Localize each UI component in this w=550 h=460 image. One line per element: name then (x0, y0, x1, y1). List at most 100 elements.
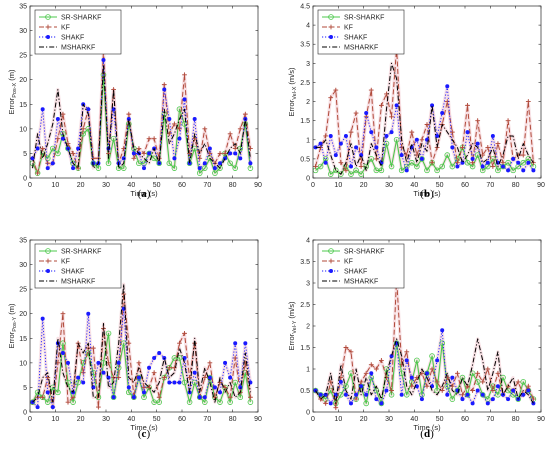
chart-a-point-kf (40, 146, 46, 151)
chart-d-point-kf (353, 396, 359, 402)
chart-c-series-line-shakf (32, 308, 251, 408)
chart-a-point-kf (232, 146, 238, 151)
chart-c-point-sr-sharkf (176, 355, 183, 361)
chart-b-point-kf (470, 160, 475, 166)
chart-b-point-shakf (328, 133, 333, 138)
chart-b-y-tick-label: 1 (306, 137, 310, 144)
chart-c-point-kf (96, 404, 101, 410)
chart-c-point-shakf (126, 385, 131, 390)
chart-c-point-kf (65, 399, 71, 405)
chart-b-y-tick-label: 3 (306, 61, 310, 68)
chart-a-x-tick-label: 20 (77, 182, 85, 189)
chart-b-point-shakf (450, 145, 455, 150)
chart-b-point-sr-sharkf (327, 171, 334, 177)
chart-b-series-line-sr-sharkf (315, 139, 534, 175)
chart-d-point-shakf (475, 388, 480, 393)
chart-c-point-sr-sharkf (186, 399, 193, 405)
chart-c-point-shakf (81, 380, 86, 385)
chart-b-point-shakf (440, 111, 445, 116)
chart-b-point-sr-sharkf (424, 167, 430, 174)
chart-b-point-sr-sharkf (510, 167, 516, 174)
chart-b-point-shakf (485, 160, 490, 165)
chart-d-point-kf (475, 370, 481, 376)
chart-d-point-sr-sharkf (327, 387, 334, 394)
chart-b-series-line-msharkf (315, 62, 534, 175)
chart-b-point-shakf (364, 111, 369, 116)
chart-a-point-kf (217, 151, 223, 156)
chart-b-legend-entry: KF (344, 25, 353, 32)
chart-d-point-shakf (521, 392, 526, 397)
chart-c-point-sr-sharkf (237, 394, 244, 401)
chart-c-point-kf (212, 394, 218, 400)
chart-c-x-tick-label: 80 (229, 416, 237, 423)
chart-d-point-kf (333, 405, 339, 411)
chart-c-point-kf (141, 385, 147, 390)
chart-b-x-tick-label: 40 (410, 182, 418, 189)
chart-d-point-shakf (460, 397, 465, 402)
chart-d-point-shakf (485, 401, 490, 406)
chart-d-point-kf (480, 379, 486, 385)
chart-c-point-kf (227, 394, 233, 400)
chart-c-point-shakf (223, 360, 228, 365)
chart-a-y-label-main: Error (7, 97, 16, 114)
chart-a-point-shakf (45, 166, 50, 171)
chart-d-y-label-unit: (m/s) (287, 301, 296, 319)
chart-d-point-sr-sharkf (429, 353, 435, 359)
chart-d-y-axis-label: ErrorVel-Y(m/s) (287, 301, 298, 350)
chart-c-point-kf (207, 360, 213, 366)
chart-a-point-shakf (121, 156, 126, 161)
chart-b-point-kf (531, 160, 536, 166)
chart-d-y-tick-label: 0.5 (300, 388, 310, 395)
chart-a-series-line-kf (32, 49, 251, 174)
chart-d-point-sr-sharkf (378, 400, 385, 407)
chart-c-point-sr-sharkf (49, 384, 56, 391)
chart-c-y-tick-label: 30 (19, 262, 27, 269)
chart-a-legend: SR-SHARKF KF SHAKF MSHARKF (34, 9, 122, 55)
chart-d-point-sr-sharkf (424, 370, 430, 377)
chart-d-point-shakf (374, 397, 379, 402)
chart-a-legend-marker (46, 35, 50, 39)
svg-text:ErrorVel-Y(m/s): ErrorVel-Y(m/s) (287, 301, 298, 350)
chart-b-point-shakf (506, 168, 511, 173)
chart-a-point-sr-sharkf (70, 160, 76, 167)
chart-b-point-sr-sharkf (398, 167, 405, 174)
chart-d-point-shakf (379, 401, 384, 406)
chart-c-y-tick-label: 0 (23, 410, 27, 417)
chart-d-point-shakf (419, 397, 424, 402)
chart-c-point-sr-sharkf (75, 379, 81, 386)
chart-a-y-label-sub: Pos-X (12, 82, 18, 97)
chart-a-y-tick-label: 20 (19, 77, 27, 84)
chart-c-legend-entry: SHAKF (61, 269, 84, 276)
chart-a-point-sr-sharkf (141, 160, 147, 167)
chart-d-point-kf (343, 345, 349, 350)
chart-b-point-sr-sharkf (449, 163, 456, 170)
chart-d-point-sr-sharkf (515, 396, 521, 402)
chart-a-y-tick-label: 5 (23, 151, 27, 158)
chart-a-point-kf (126, 111, 132, 117)
chart-b-point-kf (379, 102, 384, 108)
chart-d-legend-marker (329, 269, 333, 273)
chart-b-y-tick-label: 3.5 (300, 42, 310, 49)
chart-d-point-shakf (359, 384, 364, 389)
chart-a-point-shakf (35, 146, 40, 151)
chart-d-point-shakf (425, 371, 429, 376)
chart-a-point-shakf (30, 156, 35, 161)
chart-c-point-shakf (192, 370, 197, 375)
chart-b-point-kf (323, 133, 329, 139)
chart-a-x-tick-label: 60 (178, 182, 186, 189)
chart-c-point-kf (116, 375, 122, 380)
chart-a-point-kf (222, 151, 228, 156)
chart-a-point-shakf (162, 87, 167, 92)
chart-c-point-shakf (228, 375, 233, 380)
chart-d-point-shakf (495, 384, 500, 389)
chart-c-point-kf (172, 365, 177, 371)
chart-a-point-sr-sharkf (156, 160, 163, 167)
chart-a-x-axis-label: Time (s) (130, 189, 158, 198)
chart-c-x-tick-label: 90 (254, 416, 262, 423)
chart-b-x-tick-label: 70 (486, 182, 494, 189)
chart-d-point-sr-sharkf (469, 370, 476, 377)
chart-b-point-kf (449, 129, 455, 135)
chart-d-panel-letter: d (424, 428, 430, 440)
chart-a-point-kf (55, 136, 61, 142)
chart-d-point-shakf (328, 401, 333, 406)
